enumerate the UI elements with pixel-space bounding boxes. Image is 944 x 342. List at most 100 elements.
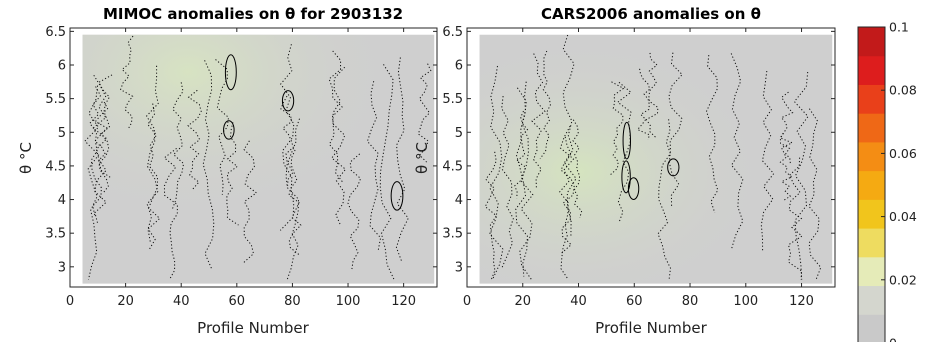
y-tick-label: 4 [58, 193, 66, 208]
contour-line [328, 50, 343, 183]
axes-frame-mimoc [69, 27, 438, 288]
contours-cars2006 [484, 34, 822, 280]
y-tick-label: 6 [455, 59, 463, 74]
contour-line [285, 118, 300, 280]
y-tick-label: 5.5 [45, 92, 66, 107]
contour-line [366, 81, 382, 250]
colorbar-ticks: 0 0.02 0.04 0.06 0.08 0.1 [881, 20, 917, 342]
y-tick-label: 6.5 [45, 25, 66, 40]
contour-loop [622, 121, 631, 160]
colorbar-level [858, 113, 885, 143]
y-tick-label: 3.5 [45, 227, 66, 242]
anomaly-tint-mimoc [82, 34, 435, 284]
y-tick-label: 3.5 [442, 227, 463, 242]
contour-line [331, 66, 347, 227]
colorbar-level [858, 228, 885, 258]
panel-cars2006: 0 20 40 60 80 100 120 3 3.5 4 4.5 5 5.5 6 6.5 CARS200… [413, 5, 836, 337]
contour-loop [627, 177, 640, 200]
contour-line [94, 101, 109, 194]
x-tick-label: 20 [514, 294, 531, 309]
y-tick-label: 5 [58, 126, 66, 141]
colorbar-tick-label: 0.08 [889, 83, 917, 98]
contour-line [89, 86, 102, 216]
x-tick-label: 100 [733, 294, 758, 309]
contour-line [668, 52, 683, 207]
x-tick-label: 20 [117, 294, 134, 309]
contour-line [280, 95, 294, 186]
colorbar-level [858, 256, 885, 287]
y-tick-label: 4.5 [442, 159, 463, 174]
colorbar-level [858, 141, 885, 172]
contour-line [202, 60, 215, 269]
colorbar-frame [857, 26, 886, 342]
contour-line [347, 153, 362, 270]
x-tick-label: 60 [229, 294, 246, 309]
colorbar-level [858, 285, 885, 315]
x-tick-label: 60 [626, 294, 643, 309]
colorbar-level [858, 55, 885, 85]
colorbar-level [858, 84, 885, 114]
x-ticks-cars2006: 0 20 40 60 80 100 120 [463, 28, 814, 309]
colorbar-tick-label: 0.04 [889, 209, 917, 224]
contour-line [787, 157, 803, 280]
anomaly-tint-cars2006 [479, 34, 833, 284]
contour-line [288, 149, 302, 256]
colorbar-tick-label: 0.06 [889, 146, 917, 161]
y-tick-label: 6 [58, 59, 66, 74]
axes-frame-cars2006 [466, 27, 836, 288]
contour-line [657, 119, 672, 280]
colorbar-level [858, 314, 885, 342]
colorbar-levels [858, 27, 885, 342]
x-axis-label-cars2006: Profile Number [595, 319, 707, 337]
panel-mimoc: 0 20 40 60 80 100 120 3 3.5 4 4.5 5 5.5 6 6.5 MIMOC a… [17, 5, 438, 337]
contour-loop [223, 120, 235, 140]
x-tick-label: 80 [284, 294, 301, 309]
contour-line [539, 50, 551, 160]
y-ticks-cars2006: 3 3.5 4 4.5 5 5.5 6 6.5 [442, 25, 835, 275]
y-tick-label: 6.5 [442, 25, 463, 40]
contour-line [531, 53, 546, 189]
contour-line [572, 119, 583, 219]
contour-line [163, 148, 178, 280]
chart-title-mimoc: MIMOC anomalies on θ for 2903132 [103, 5, 403, 23]
contour-line [172, 82, 185, 209]
contour-line [609, 81, 625, 176]
colorbar-tick-label: 0.02 [889, 272, 917, 287]
colorbar-level [858, 27, 885, 57]
y-tick-label: 5.5 [442, 92, 463, 107]
y-tick-label: 5 [455, 126, 463, 141]
x-axis-label-mimoc: Profile Number [197, 319, 309, 337]
contour-line [645, 52, 659, 138]
contour-line [501, 96, 514, 268]
x-ticks-mimoc: 0 20 40 60 80 100 120 [66, 28, 416, 309]
x-tick-label: 80 [682, 294, 699, 309]
colorbar-level [858, 170, 885, 200]
contour-loop [621, 160, 631, 194]
y-axis-label-mimoc: θ °C [17, 142, 35, 174]
colorbar-level [858, 199, 885, 229]
y-axis-label-cars2006: θ °C [413, 142, 431, 174]
contour-line [514, 110, 529, 199]
contour-line [562, 34, 577, 236]
colorbar: 0 0.02 0.04 0.06 0.08 0.1 [857, 20, 917, 342]
contour-line [395, 57, 409, 263]
contour-line [147, 103, 161, 251]
contour-line [84, 85, 100, 280]
contour-loop [224, 54, 237, 91]
chart-title-cars2006: CARS2006 anomalies on θ [541, 5, 761, 23]
contour-line [616, 81, 632, 223]
contour-line [226, 122, 239, 226]
contours-mimoc [84, 35, 432, 280]
y-tick-label: 4.5 [45, 159, 66, 174]
x-tick-label: 40 [570, 294, 587, 309]
contour-line [92, 74, 108, 224]
contour-line [705, 55, 719, 213]
x-tick-label: 0 [66, 294, 74, 309]
contour-loop [390, 181, 404, 211]
contour-line [636, 68, 651, 140]
x-tick-label: 0 [463, 294, 471, 309]
colorbar-tick-label: 0.1 [889, 20, 909, 35]
contour-loop [281, 90, 295, 112]
x-tick-label: 120 [391, 294, 416, 309]
